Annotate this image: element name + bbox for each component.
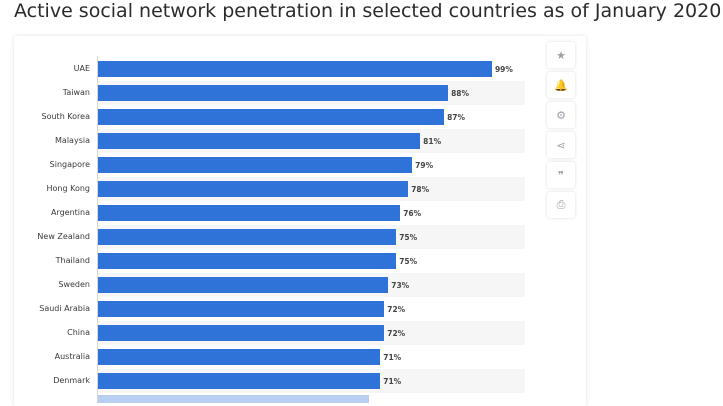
value-label: 73% xyxy=(391,281,410,290)
bar-china[interactable] xyxy=(97,325,385,341)
value-label: 78% xyxy=(411,185,430,194)
category-label: Argentina xyxy=(50,208,90,217)
bar-malaysia[interactable] xyxy=(97,133,421,149)
value-label: 76% xyxy=(403,209,422,218)
value-label: 71% xyxy=(383,377,402,386)
bar-taiwan[interactable] xyxy=(97,85,449,101)
value-label: 87% xyxy=(447,113,466,122)
bar-clipped xyxy=(97,395,369,403)
value-label: 81% xyxy=(423,137,442,146)
share-icon[interactable]: ⋖ xyxy=(547,132,575,158)
value-label: 75% xyxy=(399,257,418,266)
bar-south-korea[interactable] xyxy=(97,109,445,125)
print-icon[interactable]: ⎙ xyxy=(547,192,575,218)
value-label: 75% xyxy=(399,233,418,242)
category-label: China xyxy=(67,328,90,337)
bar-denmark[interactable] xyxy=(97,373,381,389)
category-label: South Korea xyxy=(41,112,90,121)
bar-new-zealand[interactable] xyxy=(97,229,397,245)
value-label: 72% xyxy=(387,305,406,314)
bar-saudi-arabia[interactable] xyxy=(97,301,385,317)
bell-icon[interactable]: 🔔 xyxy=(547,72,575,98)
bar-argentina[interactable] xyxy=(97,205,401,221)
category-label: New Zealand xyxy=(37,232,90,241)
value-label: 88% xyxy=(451,89,470,98)
category-label: Denmark xyxy=(53,376,90,385)
bar-singapore[interactable] xyxy=(97,157,413,173)
category-label: Singapore xyxy=(49,160,90,169)
bar-hong-kong[interactable] xyxy=(97,181,409,197)
bar-uae[interactable] xyxy=(97,61,492,77)
category-label: Australia xyxy=(54,352,90,361)
category-axis-line xyxy=(97,56,98,401)
bar-australia[interactable] xyxy=(97,349,381,365)
value-label: 72% xyxy=(387,329,406,338)
quote-icon[interactable]: ❞ xyxy=(547,162,575,188)
category-label: UAE xyxy=(73,64,90,73)
bar-sweden[interactable] xyxy=(97,277,389,293)
page-title: Active social network penetration in sel… xyxy=(14,0,722,22)
category-label: Malaysia xyxy=(55,136,90,145)
star-icon[interactable]: ★ xyxy=(547,42,575,68)
category-label: Thailand xyxy=(55,256,90,265)
category-label: Saudi Arabia xyxy=(39,304,90,313)
category-label: Sweden xyxy=(58,280,90,289)
bar-thailand[interactable] xyxy=(97,253,397,269)
gear-icon[interactable]: ⚙ xyxy=(547,102,575,128)
category-label: Hong Kong xyxy=(46,184,91,193)
category-label: Taiwan xyxy=(62,88,90,97)
value-label: 79% xyxy=(415,161,434,170)
value-label: 71% xyxy=(383,353,402,362)
value-label: 99% xyxy=(494,65,513,74)
